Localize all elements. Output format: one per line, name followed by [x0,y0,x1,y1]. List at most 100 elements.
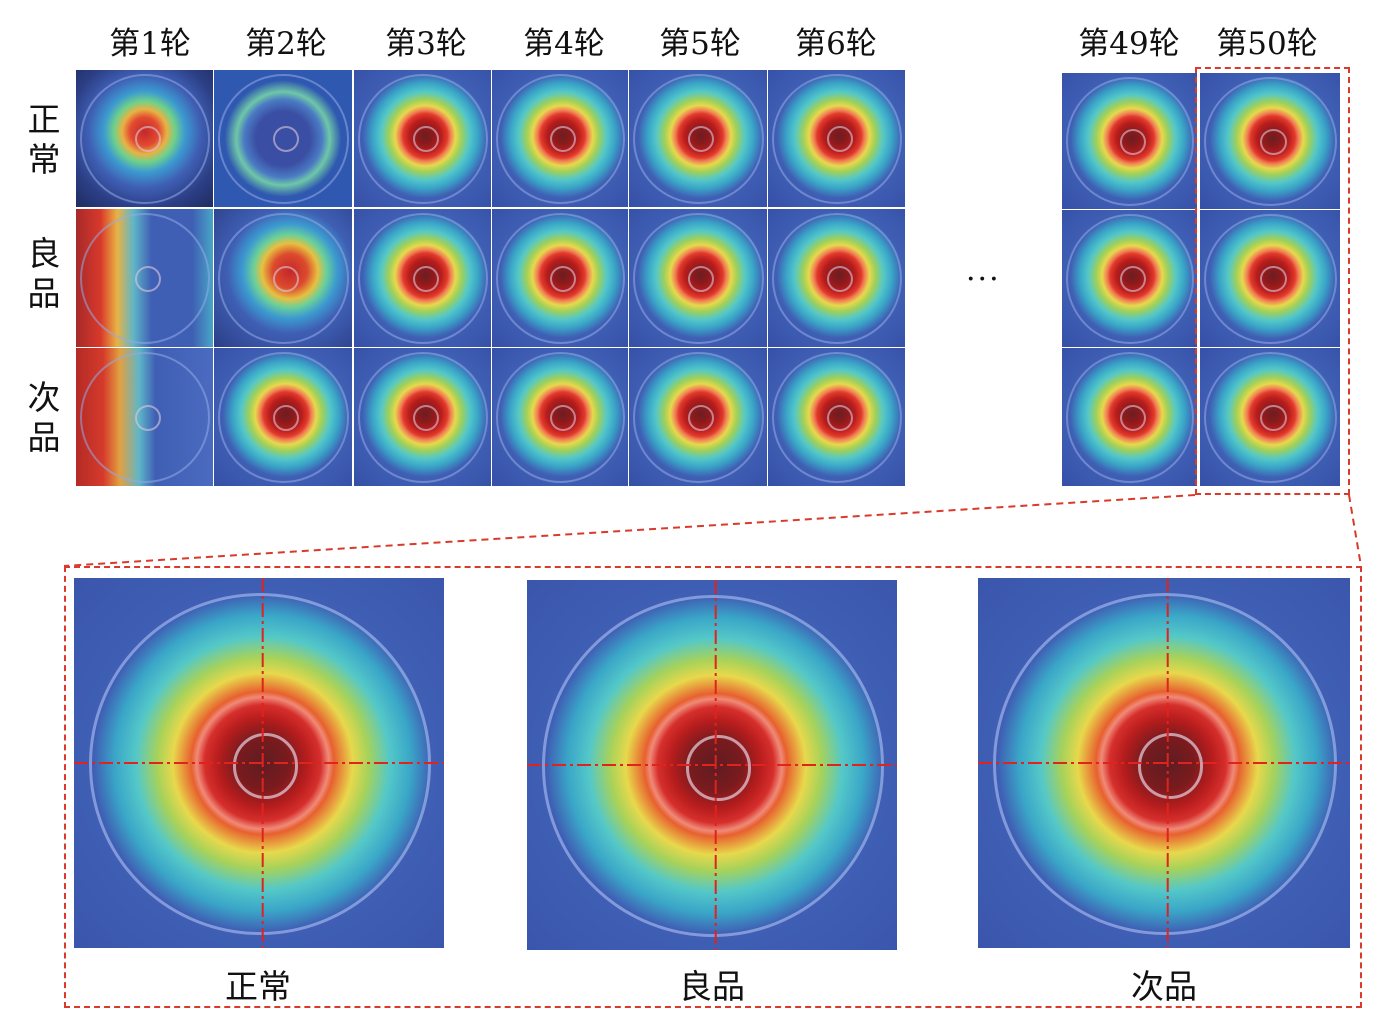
dish-rim [496,213,626,345]
heatmap-tile-defective-round-6 [768,348,905,486]
zoom-source-box [1195,67,1350,495]
dish-center [688,265,715,292]
dish-center [550,126,577,153]
dish-rim [88,592,432,936]
heatmap-tile-good-round-6 [768,209,905,347]
dish-rim [80,74,211,205]
dish-center [134,404,161,431]
dish-rim [358,213,489,345]
row-label-good-text: 良品 [27,234,61,313]
crosshair [74,578,444,948]
col-label-round-50: 第50轮 [1216,26,1318,62]
col-label-round-6: 第6轮 [795,26,877,62]
col-label-round-4: 第4轮 [523,26,605,62]
heatmap-tile-defective-round-50 [1200,348,1340,486]
crosshair [527,580,897,950]
heatmap-tile-defective-round-1 [76,348,213,486]
dish-rim [1204,352,1337,484]
dish-rim [633,213,765,345]
zoom-caption-defective: 次品 [1131,967,1197,1006]
dish-center [550,404,577,431]
dish-rim [772,74,903,205]
zoomed-heatmap-normal [74,578,444,948]
dish-rim [633,74,765,205]
dish-rim [1204,214,1337,345]
crosshair [978,578,1350,948]
heatmap-tile-defective-round-3 [354,348,491,486]
heatmap-tile-good-round-2 [214,209,352,347]
heatmap-tile-defective-round-5 [629,348,767,486]
zoomed-heatmap-defective [978,578,1350,948]
row-label-normal: 正常 [18,100,70,180]
heatmap-tile-normal-round-3 [354,70,491,207]
col-label-round-49: 第49轮 [1078,26,1180,62]
col-label-round-3: 第3轮 [385,26,467,62]
heatmap-tile-normal-round-5 [629,70,767,207]
heatmap-tile-good-round-49 [1062,210,1197,347]
heatmap-tile-defective-round-4 [492,348,628,486]
dish-center [688,126,715,153]
heatmap-tile-good-round-5 [629,209,767,347]
zoomed-heatmap-good [527,580,897,950]
col-label-round-1: 第1轮 [109,26,191,62]
heatmap-tile-good-round-1 [76,209,213,347]
dish-rim [218,74,350,205]
row-label-defective: 次品 [18,378,70,458]
heatmap-tile-normal-round-6 [768,70,905,207]
row-label-defective-text: 次品 [27,378,61,457]
dish-center [134,265,161,292]
row-label-normal-text: 正常 [27,100,61,179]
dish-center [1137,733,1204,799]
dish-center [233,733,299,799]
dish-rim [992,592,1338,936]
dish-rim [80,352,211,484]
col-label-round-2: 第2轮 [245,26,327,62]
dish-rim [80,213,211,345]
zoom-connector-left [63,494,1196,567]
dish-rim [218,352,350,484]
dish-center [550,265,577,292]
heatmap-tile-good-round-4 [492,209,628,347]
zoom-caption-good: 良品 [679,967,745,1006]
dish-center [134,126,161,153]
heatmap-tile-normal-round-2 [214,70,352,207]
heatmap-tile-normal-round-1 [76,70,213,207]
col-label-round-5: 第5轮 [659,26,741,62]
dish-rim [218,213,350,345]
zoom-connector-right [1348,494,1362,567]
zoom-detail-box [64,566,1362,1008]
dish-rim [633,352,765,484]
dish-center [412,265,439,292]
heatmap-tile-good-round-50 [1200,210,1340,347]
heatmap-tile-normal-round-4 [492,70,628,207]
dish-center [412,126,439,153]
dish-rim [772,213,903,345]
dish-rim [1204,77,1337,207]
heatmap-tile-good-round-3 [354,209,491,347]
dish-center [686,735,752,801]
dish-center [1260,266,1287,293]
dish-rim [1066,352,1195,484]
heatmap-tile-defective-round-49 [1062,348,1197,486]
dish-rim [496,352,626,484]
dish-center [826,404,853,431]
dish-center [273,265,300,292]
dish-center [826,126,853,153]
dish-center [1120,404,1146,431]
heatmap-tile-normal-round-50 [1200,73,1340,209]
dish-rim [496,74,626,205]
dish-rim [358,352,489,484]
dish-rim [1066,214,1195,345]
dish-center [1260,128,1287,155]
dish-center [273,126,300,153]
dish-rim [541,594,885,938]
dish-rim [772,352,903,484]
dish-center [1120,128,1146,155]
zoom-caption-normal: 正常 [225,967,291,1006]
dish-center [688,404,715,431]
dish-center [273,404,300,431]
dish-center [1120,266,1146,293]
dish-rim [358,74,489,205]
dish-center [412,404,439,431]
heatmap-tile-defective-round-2 [214,348,352,486]
